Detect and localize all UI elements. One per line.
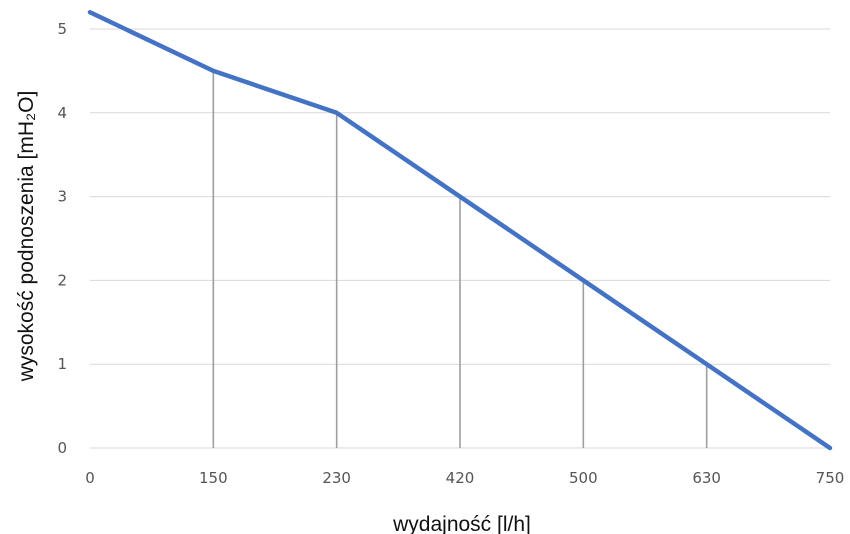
y-tick-labels: 0 1 2 3 4 5: [57, 20, 67, 457]
drop-lines: [212, 70, 708, 448]
y-axis-title: wysokość podnoszenia [mH₂O]: [15, 91, 38, 383]
y-tick-label: 5: [57, 20, 67, 38]
x-tick-label: 420: [446, 469, 475, 487]
x-tick-label: 0: [85, 469, 95, 487]
y-tick-label: 0: [57, 439, 67, 457]
y-tick-label: 1: [57, 355, 67, 373]
x-tick-label: 230: [322, 469, 351, 487]
x-axis-title: wydajność [l/h]: [392, 513, 531, 534]
x-tick-label: 750: [816, 469, 845, 487]
x-tick-label: 500: [569, 469, 598, 487]
x-tick-labels: 0 150 230 420 500 630 750: [85, 469, 844, 487]
y-tick-label: 3: [57, 188, 67, 206]
y-tick-label: 4: [57, 104, 67, 122]
x-tick-label: 150: [199, 469, 228, 487]
series-lines: [87, 9, 833, 451]
series-line-0: [87, 9, 833, 451]
y-tick-label: 2: [57, 271, 67, 289]
x-tick-label: 630: [692, 469, 721, 487]
